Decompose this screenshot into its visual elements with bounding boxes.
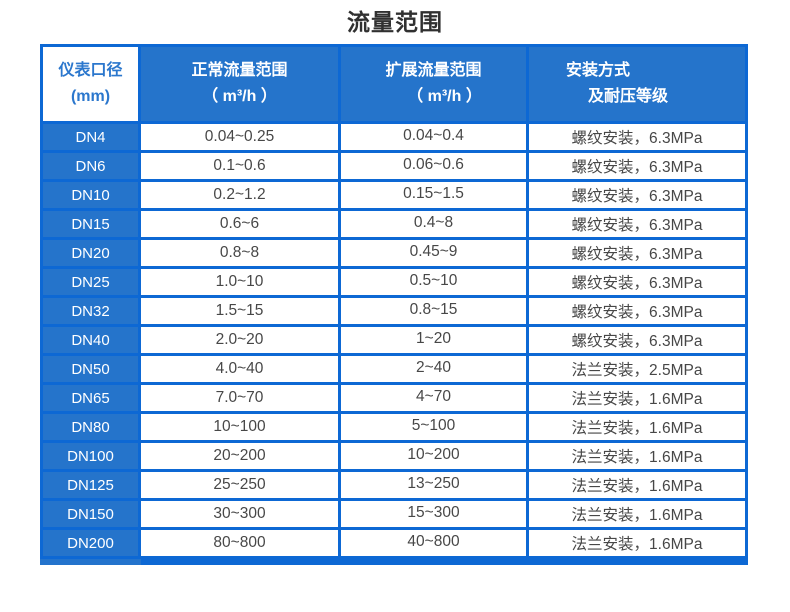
- header-cell-normal-range: 正常流量范围 （ m³/h ）: [138, 44, 341, 124]
- row-diameter-cell: DN200: [40, 527, 141, 559]
- extended-range-cell: 0.8~15: [338, 295, 529, 327]
- row-diameter-cell: DN25: [40, 266, 141, 298]
- table-body: DN4 0.04~0.25 0.04~0.4 螺纹安装，6.3MPa DN6 0.1~0.…: [40, 121, 748, 559]
- table-row: DN200 80~800 40~800 法兰安装，1.6MPa: [40, 527, 748, 559]
- table-bottom-strip: [40, 559, 748, 565]
- header-diameter-line2: (mm): [70, 88, 111, 105]
- row-diameter-cell: DN100: [40, 440, 141, 472]
- header-normal-range-line2: （ m³/h ）: [202, 88, 277, 105]
- flow-range-table: 仪表口径 (mm) 正常流量范围 （ m³/h ） 扩展流量范围 （ m³/h …: [40, 44, 748, 559]
- header-cell-extended-range: 扩展流量范围 （ m³/h ）: [338, 44, 529, 124]
- table-row: DN25 1.0~10 0.5~10 螺纹安装，6.3MPa: [40, 266, 748, 298]
- installation-cell: 螺纹安装，6.3MPa: [526, 208, 748, 240]
- table-row: DN65 7.0~70 4~70 法兰安装，1.6MPa: [40, 382, 748, 414]
- extended-range-cell: 15~300: [338, 498, 529, 530]
- extended-range-cell: 0.04~0.4: [338, 121, 529, 153]
- extended-range-cell: 1~20: [338, 324, 529, 356]
- normal-range-cell: 1.5~15: [138, 295, 341, 327]
- row-diameter-cell: DN32: [40, 295, 141, 327]
- normal-range-cell: 0.2~1.2: [138, 179, 341, 211]
- extended-range-cell: 0.06~0.6: [338, 150, 529, 182]
- installation-cell: 螺纹安装，6.3MPa: [526, 295, 748, 327]
- table-row: DN20 0.8~8 0.45~9 螺纹安装，6.3MPa: [40, 237, 748, 269]
- table-row: DN32 1.5~15 0.8~15 螺纹安装，6.3MPa: [40, 295, 748, 327]
- installation-cell: 螺纹安装，6.3MPa: [526, 324, 748, 356]
- extended-range-cell: 13~250: [338, 469, 529, 501]
- table-row: DN150 30~300 15~300 法兰安装，1.6MPa: [40, 498, 748, 530]
- table-row: DN80 10~100 5~100 法兰安装，1.6MPa: [40, 411, 748, 443]
- extended-range-cell: 0.4~8: [338, 208, 529, 240]
- normal-range-cell: 0.6~6: [138, 208, 341, 240]
- page-title: 流量范围: [347, 9, 443, 35]
- installation-cell: 螺纹安装，6.3MPa: [526, 266, 748, 298]
- installation-cell: 法兰安装，1.6MPa: [526, 527, 748, 559]
- normal-range-cell: 2.0~20: [138, 324, 341, 356]
- table-row: DN125 25~250 13~250 法兰安装，1.6MPa: [40, 469, 748, 501]
- normal-range-cell: 80~800: [138, 527, 341, 559]
- normal-range-cell: 1.0~10: [138, 266, 341, 298]
- normal-range-cell: 0.8~8: [138, 237, 341, 269]
- extended-range-cell: 0.45~9: [338, 237, 529, 269]
- extended-range-cell: 5~100: [338, 411, 529, 443]
- normal-range-cell: 30~300: [138, 498, 341, 530]
- installation-cell: 法兰安装，2.5MPa: [526, 353, 748, 385]
- normal-range-cell: 0.04~0.25: [138, 121, 341, 153]
- installation-cell: 法兰安装，1.6MPa: [526, 382, 748, 414]
- normal-range-cell: 4.0~40: [138, 353, 341, 385]
- header-row: 仪表口径 (mm) 正常流量范围 （ m³/h ） 扩展流量范围 （ m³/h …: [40, 44, 748, 124]
- normal-range-cell: 0.1~0.6: [138, 150, 341, 182]
- extended-range-cell: 10~200: [338, 440, 529, 472]
- table-row: DN10 0.2~1.2 0.15~1.5 螺纹安装，6.3MPa: [40, 179, 748, 211]
- header-installation-line2: 及耐压等级: [588, 88, 669, 105]
- row-diameter-cell: DN150: [40, 498, 141, 530]
- header-normal-range-line1: 正常流量范围: [191, 61, 288, 79]
- installation-cell: 法兰安装，1.6MPa: [526, 411, 748, 443]
- header-cell-installation: 安装方式 及耐压等级: [526, 44, 748, 124]
- row-diameter-cell: DN80: [40, 411, 141, 443]
- extended-range-cell: 0.15~1.5: [338, 179, 529, 211]
- installation-cell: 螺纹安装，6.3MPa: [526, 179, 748, 211]
- row-diameter-cell: DN40: [40, 324, 141, 356]
- row-diameter-cell: DN10: [40, 179, 141, 211]
- table-row: DN6 0.1~0.6 0.06~0.6 螺纹安装，6.3MPa: [40, 150, 748, 182]
- table-bottom-strip-left: [40, 559, 141, 565]
- installation-cell: 螺纹安装，6.3MPa: [526, 150, 748, 182]
- installation-cell: 螺纹安装，6.3MPa: [526, 121, 748, 153]
- extended-range-cell: 4~70: [338, 382, 529, 414]
- row-diameter-cell: DN15: [40, 208, 141, 240]
- row-diameter-cell: DN20: [40, 237, 141, 269]
- header-cell-diameter: 仪表口径 (mm): [40, 44, 141, 124]
- header-extended-range-line2: （ m³/h ）: [407, 88, 482, 105]
- normal-range-cell: 7.0~70: [138, 382, 341, 414]
- table-row: DN50 4.0~40 2~40 法兰安装，2.5MPa: [40, 353, 748, 385]
- extended-range-cell: 40~800: [338, 527, 529, 559]
- row-diameter-cell: DN65: [40, 382, 141, 414]
- header-extended-range-line1: 扩展流量范围: [385, 61, 482, 79]
- installation-cell: 法兰安装，1.6MPa: [526, 440, 748, 472]
- table-row: DN4 0.04~0.25 0.04~0.4 螺纹安装，6.3MPa: [40, 121, 748, 153]
- normal-range-cell: 10~100: [138, 411, 341, 443]
- normal-range-cell: 20~200: [138, 440, 341, 472]
- table-row: DN100 20~200 10~200 法兰安装，1.6MPa: [40, 440, 748, 472]
- row-diameter-cell: DN125: [40, 469, 141, 501]
- extended-range-cell: 0.5~10: [338, 266, 529, 298]
- row-diameter-cell: DN4: [40, 121, 141, 153]
- row-diameter-cell: DN6: [40, 150, 141, 182]
- header-installation-line1: 安装方式: [566, 61, 631, 79]
- installation-cell: 螺纹安装，6.3MPa: [526, 237, 748, 269]
- extended-range-cell: 2~40: [338, 353, 529, 385]
- table-row: DN40 2.0~20 1~20 螺纹安装，6.3MPa: [40, 324, 748, 356]
- table-row: DN15 0.6~6 0.4~8 螺纹安装，6.3MPa: [40, 208, 748, 240]
- header-diameter-line1: 仪表口径: [58, 61, 123, 79]
- installation-cell: 法兰安装，1.6MPa: [526, 498, 748, 530]
- normal-range-cell: 25~250: [138, 469, 341, 501]
- installation-cell: 法兰安装，1.6MPa: [526, 469, 748, 501]
- row-diameter-cell: DN50: [40, 353, 141, 385]
